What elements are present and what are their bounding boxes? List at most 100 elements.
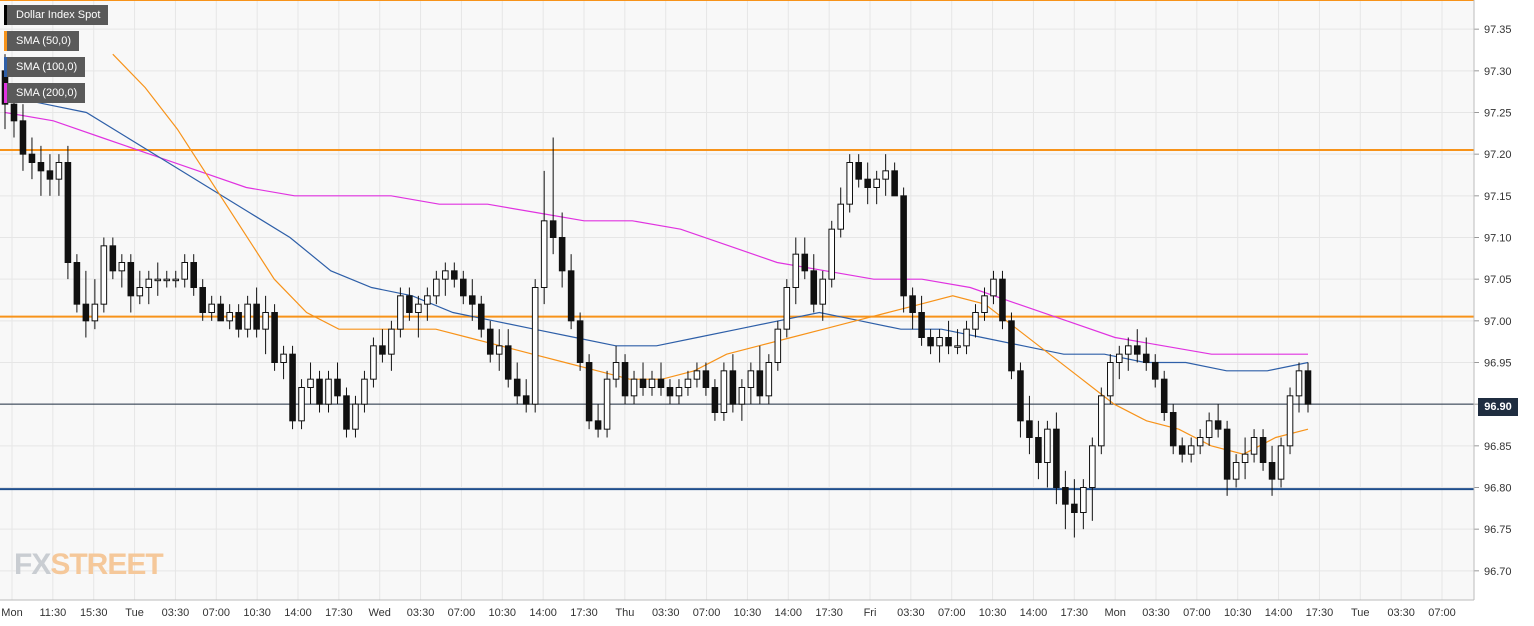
candle[interactable] [612,345,620,388]
candle[interactable] [1116,345,1123,380]
candle[interactable] [747,362,755,405]
candle[interactable] [100,237,108,313]
candle[interactable] [163,270,171,288]
candle[interactable] [109,237,117,280]
candle[interactable] [1259,429,1267,471]
candle[interactable] [1035,420,1042,480]
candle[interactable] [855,154,862,188]
candle[interactable] [1071,479,1078,538]
candle[interactable] [433,270,440,305]
candle[interactable] [468,279,476,321]
candle[interactable] [118,254,126,288]
candle[interactable] [990,270,997,305]
candle[interactable] [334,362,341,405]
candle[interactable] [828,220,836,288]
candle[interactable] [235,304,242,338]
candle[interactable] [1053,412,1060,505]
candle[interactable] [702,362,710,396]
candle[interactable] [711,379,719,421]
candle[interactable] [540,170,548,305]
candle[interactable] [846,154,853,213]
candle[interactable] [756,345,764,405]
candle[interactable] [1124,337,1132,371]
candle[interactable] [190,254,197,296]
candle[interactable] [442,262,449,296]
candle[interactable] [972,304,979,338]
candle[interactable] [154,262,162,296]
candle[interactable] [298,379,305,430]
candle[interactable] [64,145,72,280]
candle[interactable] [1214,404,1222,438]
candle[interactable] [630,370,638,405]
candle[interactable] [810,254,818,313]
candle[interactable] [981,287,988,321]
candle[interactable] [927,329,934,355]
candle[interactable] [936,329,943,363]
candle[interactable] [477,295,485,338]
candle[interactable] [253,287,260,338]
candle[interactable] [1160,370,1168,421]
candle[interactable] [873,170,880,205]
candle[interactable] [415,295,422,338]
candle[interactable] [819,270,827,321]
candle[interactable] [1178,437,1186,463]
candle[interactable] [37,145,45,196]
candle[interactable] [900,187,907,313]
candle[interactable] [226,304,233,330]
candle[interactable] [325,370,332,413]
candle[interactable] [1187,437,1195,463]
candle[interactable] [792,237,800,305]
candle[interactable] [864,162,871,205]
candle[interactable] [1295,362,1303,413]
candle[interactable] [1232,454,1240,488]
candle[interactable] [361,370,368,413]
candle[interactable] [55,154,63,196]
candle[interactable] [693,362,701,388]
candle[interactable] [639,362,647,396]
candle[interactable] [504,329,512,388]
candle[interactable] [963,320,970,355]
candle[interactable] [558,212,566,288]
candle[interactable] [1062,470,1069,530]
candle[interactable] [73,254,81,313]
candle[interactable] [999,270,1006,330]
candle[interactable] [531,279,539,413]
candle[interactable] [451,262,458,288]
candle[interactable] [1142,337,1150,371]
candle[interactable] [918,295,925,346]
candle[interactable] [397,287,404,338]
candle[interactable] [82,270,90,338]
candle[interactable] [1044,420,1051,488]
candle[interactable] [1151,354,1159,388]
candle[interactable] [1205,412,1213,446]
candle[interactable] [46,154,54,196]
candle[interactable] [199,279,206,321]
candle[interactable] [370,337,377,388]
candle[interactable] [208,295,215,321]
candle[interactable] [352,395,359,438]
candle[interactable] [136,270,144,305]
candle[interactable] [549,137,557,255]
candle[interactable] [513,362,521,405]
candle[interactable] [1250,429,1258,463]
candle[interactable] [729,354,737,413]
candle[interactable] [954,329,961,355]
candle[interactable] [379,329,386,363]
candle[interactable] [891,162,898,197]
legend-item-sma-100[interactable]: SMA (100,0) [4,57,86,77]
candle[interactable] [388,320,395,371]
candle[interactable] [1241,437,1249,480]
candle[interactable] [486,320,494,363]
candle[interactable] [307,362,314,405]
candle[interactable] [648,370,656,396]
candle[interactable] [621,354,629,405]
candle[interactable] [262,295,269,355]
candle[interactable] [1017,362,1024,438]
candle[interactable] [522,379,530,413]
candle[interactable] [1196,429,1204,455]
candle[interactable] [1089,437,1096,521]
candle[interactable] [271,304,278,371]
candle[interactable] [1080,479,1087,530]
candle[interactable] [666,379,674,405]
